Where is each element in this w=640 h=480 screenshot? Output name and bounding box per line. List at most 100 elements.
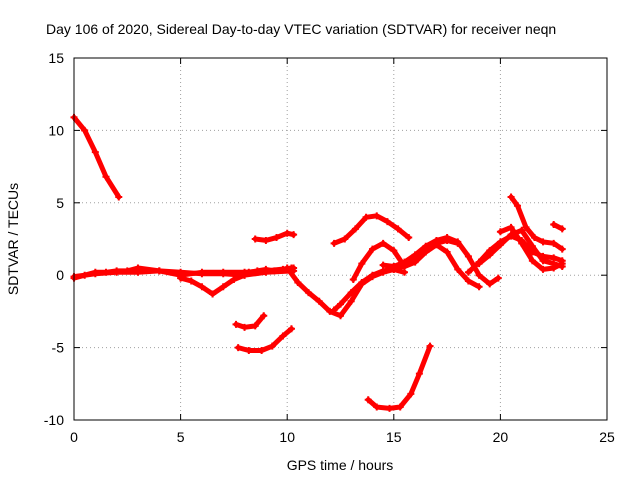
data-point [390, 247, 398, 255]
data-point [287, 325, 295, 333]
data-point [251, 235, 259, 243]
y-tick-label: 0 [56, 267, 64, 283]
data-point [362, 213, 370, 221]
x-tick-label: 15 [386, 429, 402, 445]
data-point [539, 265, 547, 273]
x-tick-label: 10 [279, 429, 295, 445]
data-point [358, 260, 366, 268]
data-point [330, 306, 338, 314]
data-point [349, 276, 357, 284]
data-point [531, 234, 539, 242]
data-point [522, 223, 530, 231]
data-point [550, 239, 558, 247]
data-point [422, 248, 430, 256]
data-point [347, 289, 355, 297]
series-arc-19 [496, 223, 566, 273]
series-arc-20 [550, 221, 566, 233]
data-point [290, 231, 298, 239]
data-point [351, 225, 359, 233]
data-point [379, 261, 387, 269]
data-point [330, 239, 338, 247]
data-point [496, 228, 504, 236]
data-point [279, 332, 287, 340]
series-line [350, 240, 407, 282]
data-point [513, 202, 521, 210]
data-point [315, 297, 323, 305]
data-point [155, 267, 163, 275]
data-point [258, 346, 266, 354]
data-point [368, 271, 376, 279]
data-point [518, 226, 526, 234]
data-point [464, 277, 472, 285]
data-point [232, 320, 240, 328]
data-point [209, 290, 217, 298]
data-point [411, 251, 419, 259]
data-point [518, 239, 526, 247]
data-point [177, 274, 185, 282]
series-arc-6 [232, 312, 268, 331]
data-point [383, 218, 391, 226]
data-point [394, 225, 402, 233]
data-point [405, 234, 413, 242]
data-point [475, 271, 483, 279]
data-point [486, 280, 494, 288]
data-point [443, 234, 451, 242]
data-point [268, 342, 276, 350]
data-point [390, 263, 398, 271]
data-point [558, 260, 566, 268]
series-arc-15 [379, 241, 483, 291]
data-point [486, 251, 494, 259]
data-point [347, 297, 355, 305]
x-tick-label: 20 [493, 429, 509, 445]
data-point [373, 403, 381, 411]
data-point [91, 148, 99, 156]
data-point [464, 252, 472, 260]
data-point [245, 268, 253, 276]
data-point [113, 268, 121, 276]
series-arc-17 [475, 226, 566, 271]
series-line [233, 313, 267, 330]
data-point [198, 283, 206, 291]
series-line [380, 242, 482, 290]
data-point [241, 323, 249, 331]
data-point [253, 267, 261, 275]
data-point [379, 239, 387, 247]
data-point [407, 390, 415, 398]
series-arc-13 [364, 342, 434, 412]
data-point [396, 403, 404, 411]
data-point [241, 271, 249, 279]
series-arc-11 [330, 212, 413, 247]
data-point [251, 322, 259, 330]
plot-frame [73, 57, 608, 421]
data-point [230, 276, 238, 284]
data-point [305, 289, 313, 297]
data-point [415, 370, 423, 378]
data-point [475, 283, 483, 291]
data-point [454, 265, 462, 273]
data-point [400, 263, 408, 271]
data-point [234, 344, 242, 352]
data-point [115, 193, 123, 201]
data-point [245, 346, 253, 354]
data-point [507, 193, 515, 201]
data-point [368, 245, 376, 253]
series-line [235, 326, 294, 353]
data-point [550, 221, 558, 229]
data-point [373, 212, 381, 220]
data-point [198, 270, 206, 278]
data-point [337, 312, 344, 320]
series-arc-1 [70, 113, 123, 201]
data-point [411, 258, 419, 266]
data-point [341, 235, 349, 243]
y-tick-label: 5 [56, 195, 64, 211]
data-point [358, 278, 366, 286]
y-tick-label: -10 [44, 412, 64, 428]
data-point [443, 248, 451, 256]
data-point [539, 238, 547, 246]
data-point [283, 229, 291, 237]
data-point [496, 241, 504, 249]
data-point [432, 241, 440, 249]
data-point [187, 277, 195, 285]
data-point [91, 270, 99, 278]
